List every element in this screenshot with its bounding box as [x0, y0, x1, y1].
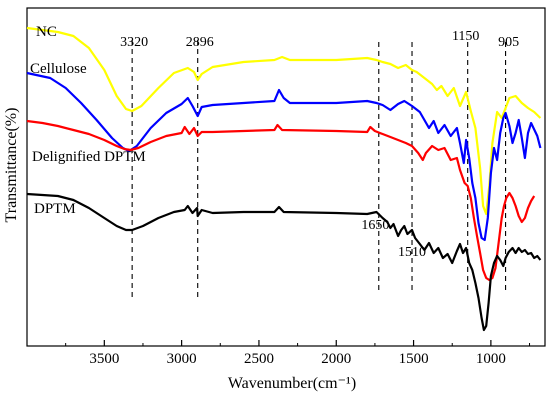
- series-labels: NC Cellulose Delignified DPTM DPTM: [30, 24, 146, 217]
- x-tick-label: 1500: [399, 351, 429, 367]
- series-line-dptm: [26, 192, 542, 332]
- peak-labels: 3320 2896 1510 1150 905 1650: [120, 29, 519, 260]
- series-lines: [26, 26, 542, 332]
- y-axis-label: Transmittance(%): [3, 108, 20, 223]
- series-label: DPTM: [34, 201, 76, 217]
- plot-frame: [26, 7, 546, 347]
- peak-label: 2896: [186, 35, 214, 50]
- series-line-cellulose: [26, 71, 542, 242]
- series-label: Cellulose: [30, 61, 87, 77]
- peak-label: 1150: [452, 29, 479, 44]
- x-axis-ticks: [65, 340, 531, 346]
- x-tick-label: 1000: [476, 351, 506, 367]
- series-label: NC: [36, 24, 57, 40]
- plot-border: [26, 7, 546, 347]
- x-tick-label: 3000: [167, 351, 197, 367]
- peak-label: 1510: [398, 245, 426, 260]
- series-line-delignified-dptm: [26, 119, 536, 282]
- series-label: Delignified DPTM: [32, 149, 146, 165]
- x-axis-label: Wavenumber(cm⁻¹): [228, 375, 356, 392]
- x-tick-label: 2500: [244, 351, 274, 367]
- x-axis-tick-labels: 3500 3000 2500 2000 1500 1000: [89, 351, 506, 367]
- peak-label: 3320: [120, 35, 148, 50]
- x-tick-label: 3500: [89, 351, 119, 367]
- series-line-nc: [26, 26, 542, 216]
- x-tick-label: 2000: [321, 351, 351, 367]
- annotation-label: 1650: [361, 218, 389, 233]
- peak-label: 905: [498, 35, 519, 50]
